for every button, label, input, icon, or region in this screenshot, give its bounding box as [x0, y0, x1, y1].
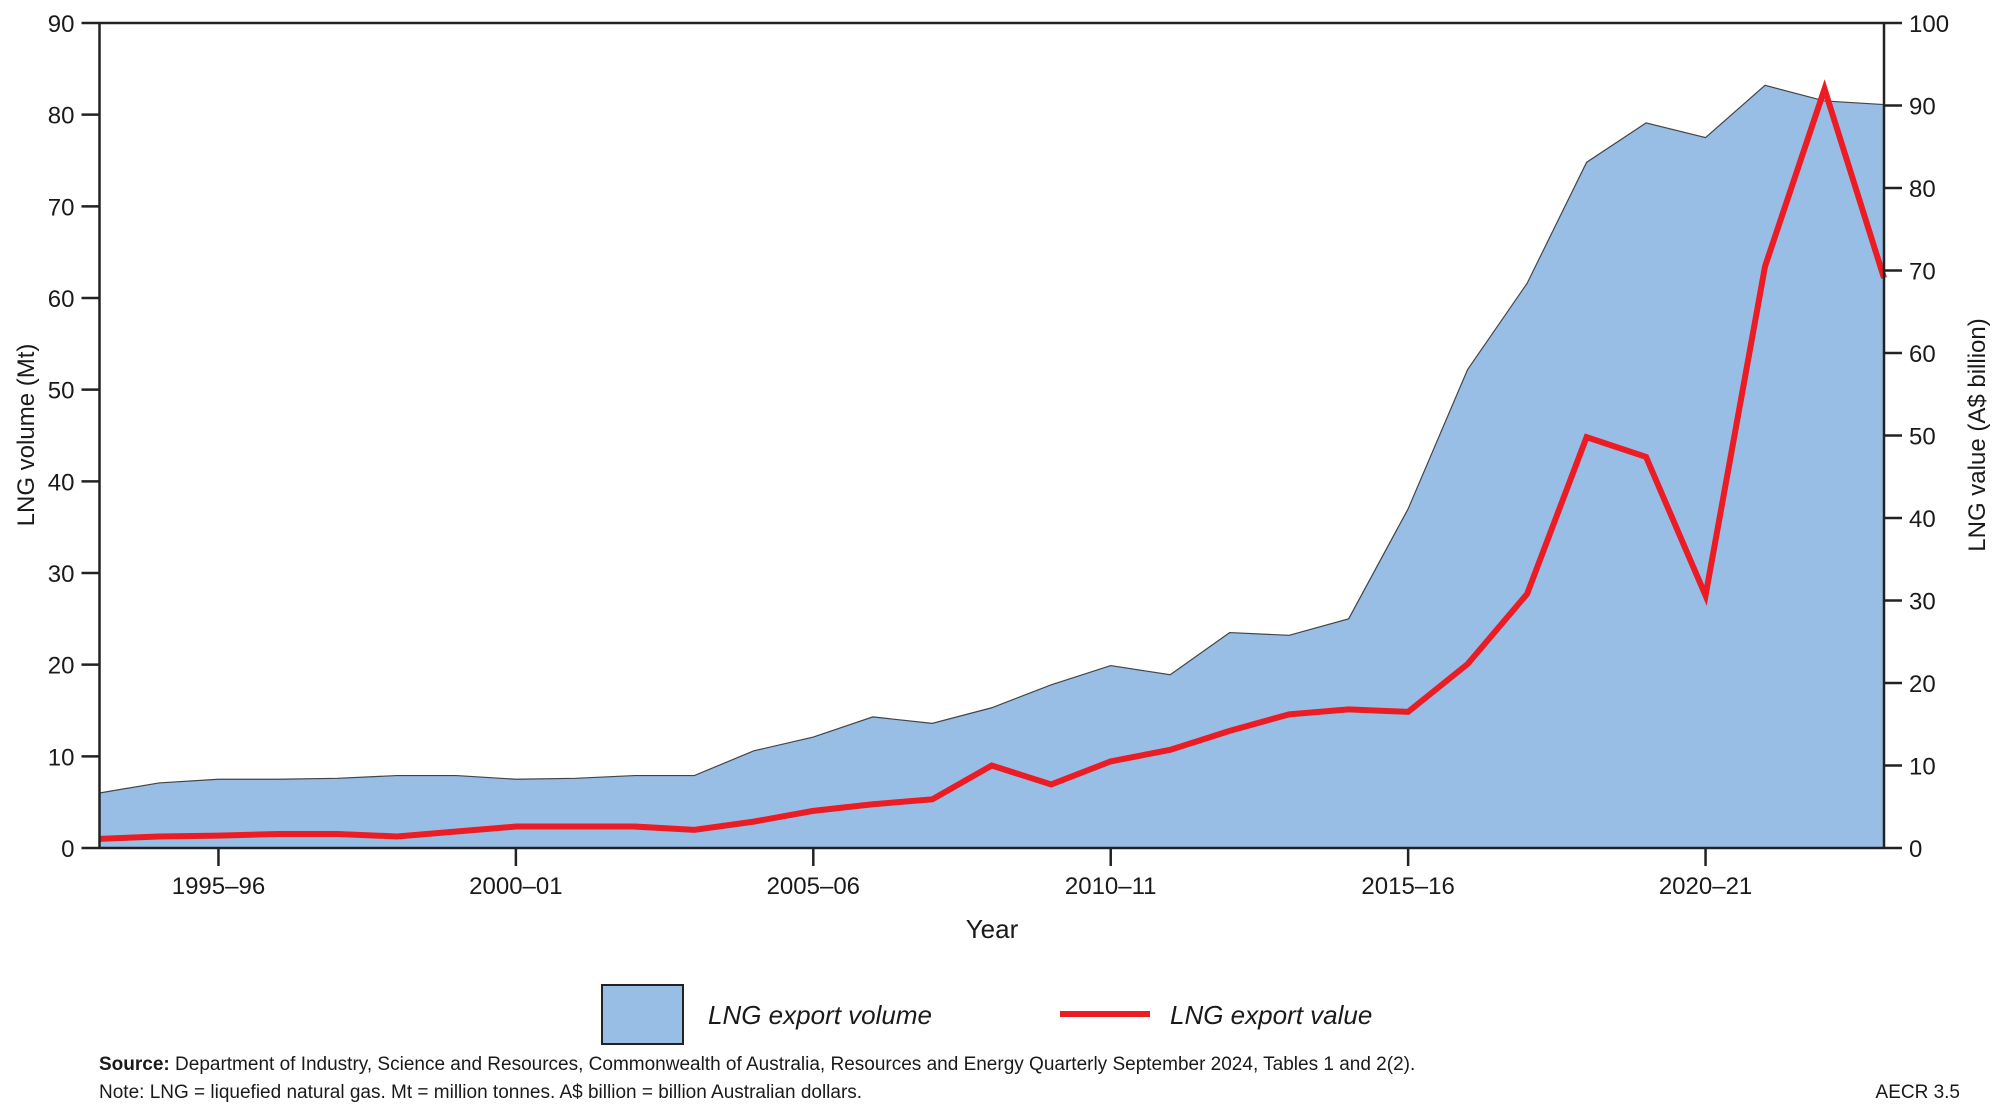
y-left-tick-label: 60: [48, 286, 75, 313]
y-right-tick-label: 40: [1909, 506, 1936, 533]
x-tick-label: 2015–16: [1361, 873, 1454, 900]
y-left-tick-label: 10: [48, 744, 75, 771]
y-axis-left-label: LNG volume (Mt): [13, 344, 40, 527]
y-right-tick-label: 30: [1909, 589, 1936, 616]
volume-area: [99, 85, 1884, 849]
y-right-tick-label: 50: [1909, 424, 1936, 451]
legend-label-value: LNG export value: [1170, 1000, 1372, 1030]
x-axis-label: Year: [966, 914, 1019, 944]
area-layer: [99, 84, 1885, 849]
line-layer: [99, 79, 1887, 842]
x-tick-label: 2020–21: [1659, 873, 1752, 900]
y-right-tick-label: 100: [1909, 11, 1949, 38]
footnote: Note: LNG = liquefied natural gas. Mt = …: [99, 1082, 862, 1103]
y-right-tick-label: 20: [1909, 671, 1936, 698]
axes-layer: 0 10 20 30 40 50 60 70 80 90 0 10 20 30 40 50 60 70 80 90 10…: [48, 11, 1949, 900]
y-right-tick-label: 60: [1909, 341, 1936, 368]
y-left-tick-label: 0: [61, 836, 74, 863]
legend: LNG export volume LNG export value: [601, 984, 1372, 1045]
y-left-tick-label: 80: [48, 103, 75, 130]
legend-swatch-volume: [601, 984, 684, 1045]
source-note: Source: Department of Industry, Science …: [99, 1054, 1415, 1075]
x-tick-label: 2010–11: [1065, 873, 1157, 900]
y-axis-right-label: LNG value (A$ billion): [1964, 318, 1991, 551]
x-tick-label: 1995–96: [172, 873, 265, 900]
y-right-tick-label: 70: [1909, 259, 1936, 286]
y-right-tick-label: 0: [1909, 836, 1922, 863]
y-right-tick-label: 90: [1909, 94, 1936, 121]
y-left-tick-label: 70: [48, 194, 75, 221]
y-right-tick-label: 80: [1909, 176, 1936, 203]
y-left-tick-label: 50: [48, 378, 75, 405]
source-label: Source:: [99, 1054, 170, 1075]
source-text: Department of Industry, Science and Reso…: [170, 1054, 1416, 1075]
y-left-tick-label: 90: [48, 11, 75, 38]
x-tick-label: 2005–06: [767, 873, 860, 900]
volume-area-outline: [99, 84, 1885, 794]
y-left-tick-label: 30: [48, 561, 75, 588]
x-tick-label: 2000–01: [469, 873, 562, 900]
legend-label-volume: LNG export volume: [708, 1000, 932, 1030]
y-left-tick-label: 20: [48, 653, 75, 680]
value-line: [99, 79, 1887, 842]
y-right-tick-label: 10: [1909, 754, 1936, 781]
figure-id: AECR 3.5: [1876, 1082, 1960, 1103]
y-left-tick-label: 40: [48, 469, 75, 496]
